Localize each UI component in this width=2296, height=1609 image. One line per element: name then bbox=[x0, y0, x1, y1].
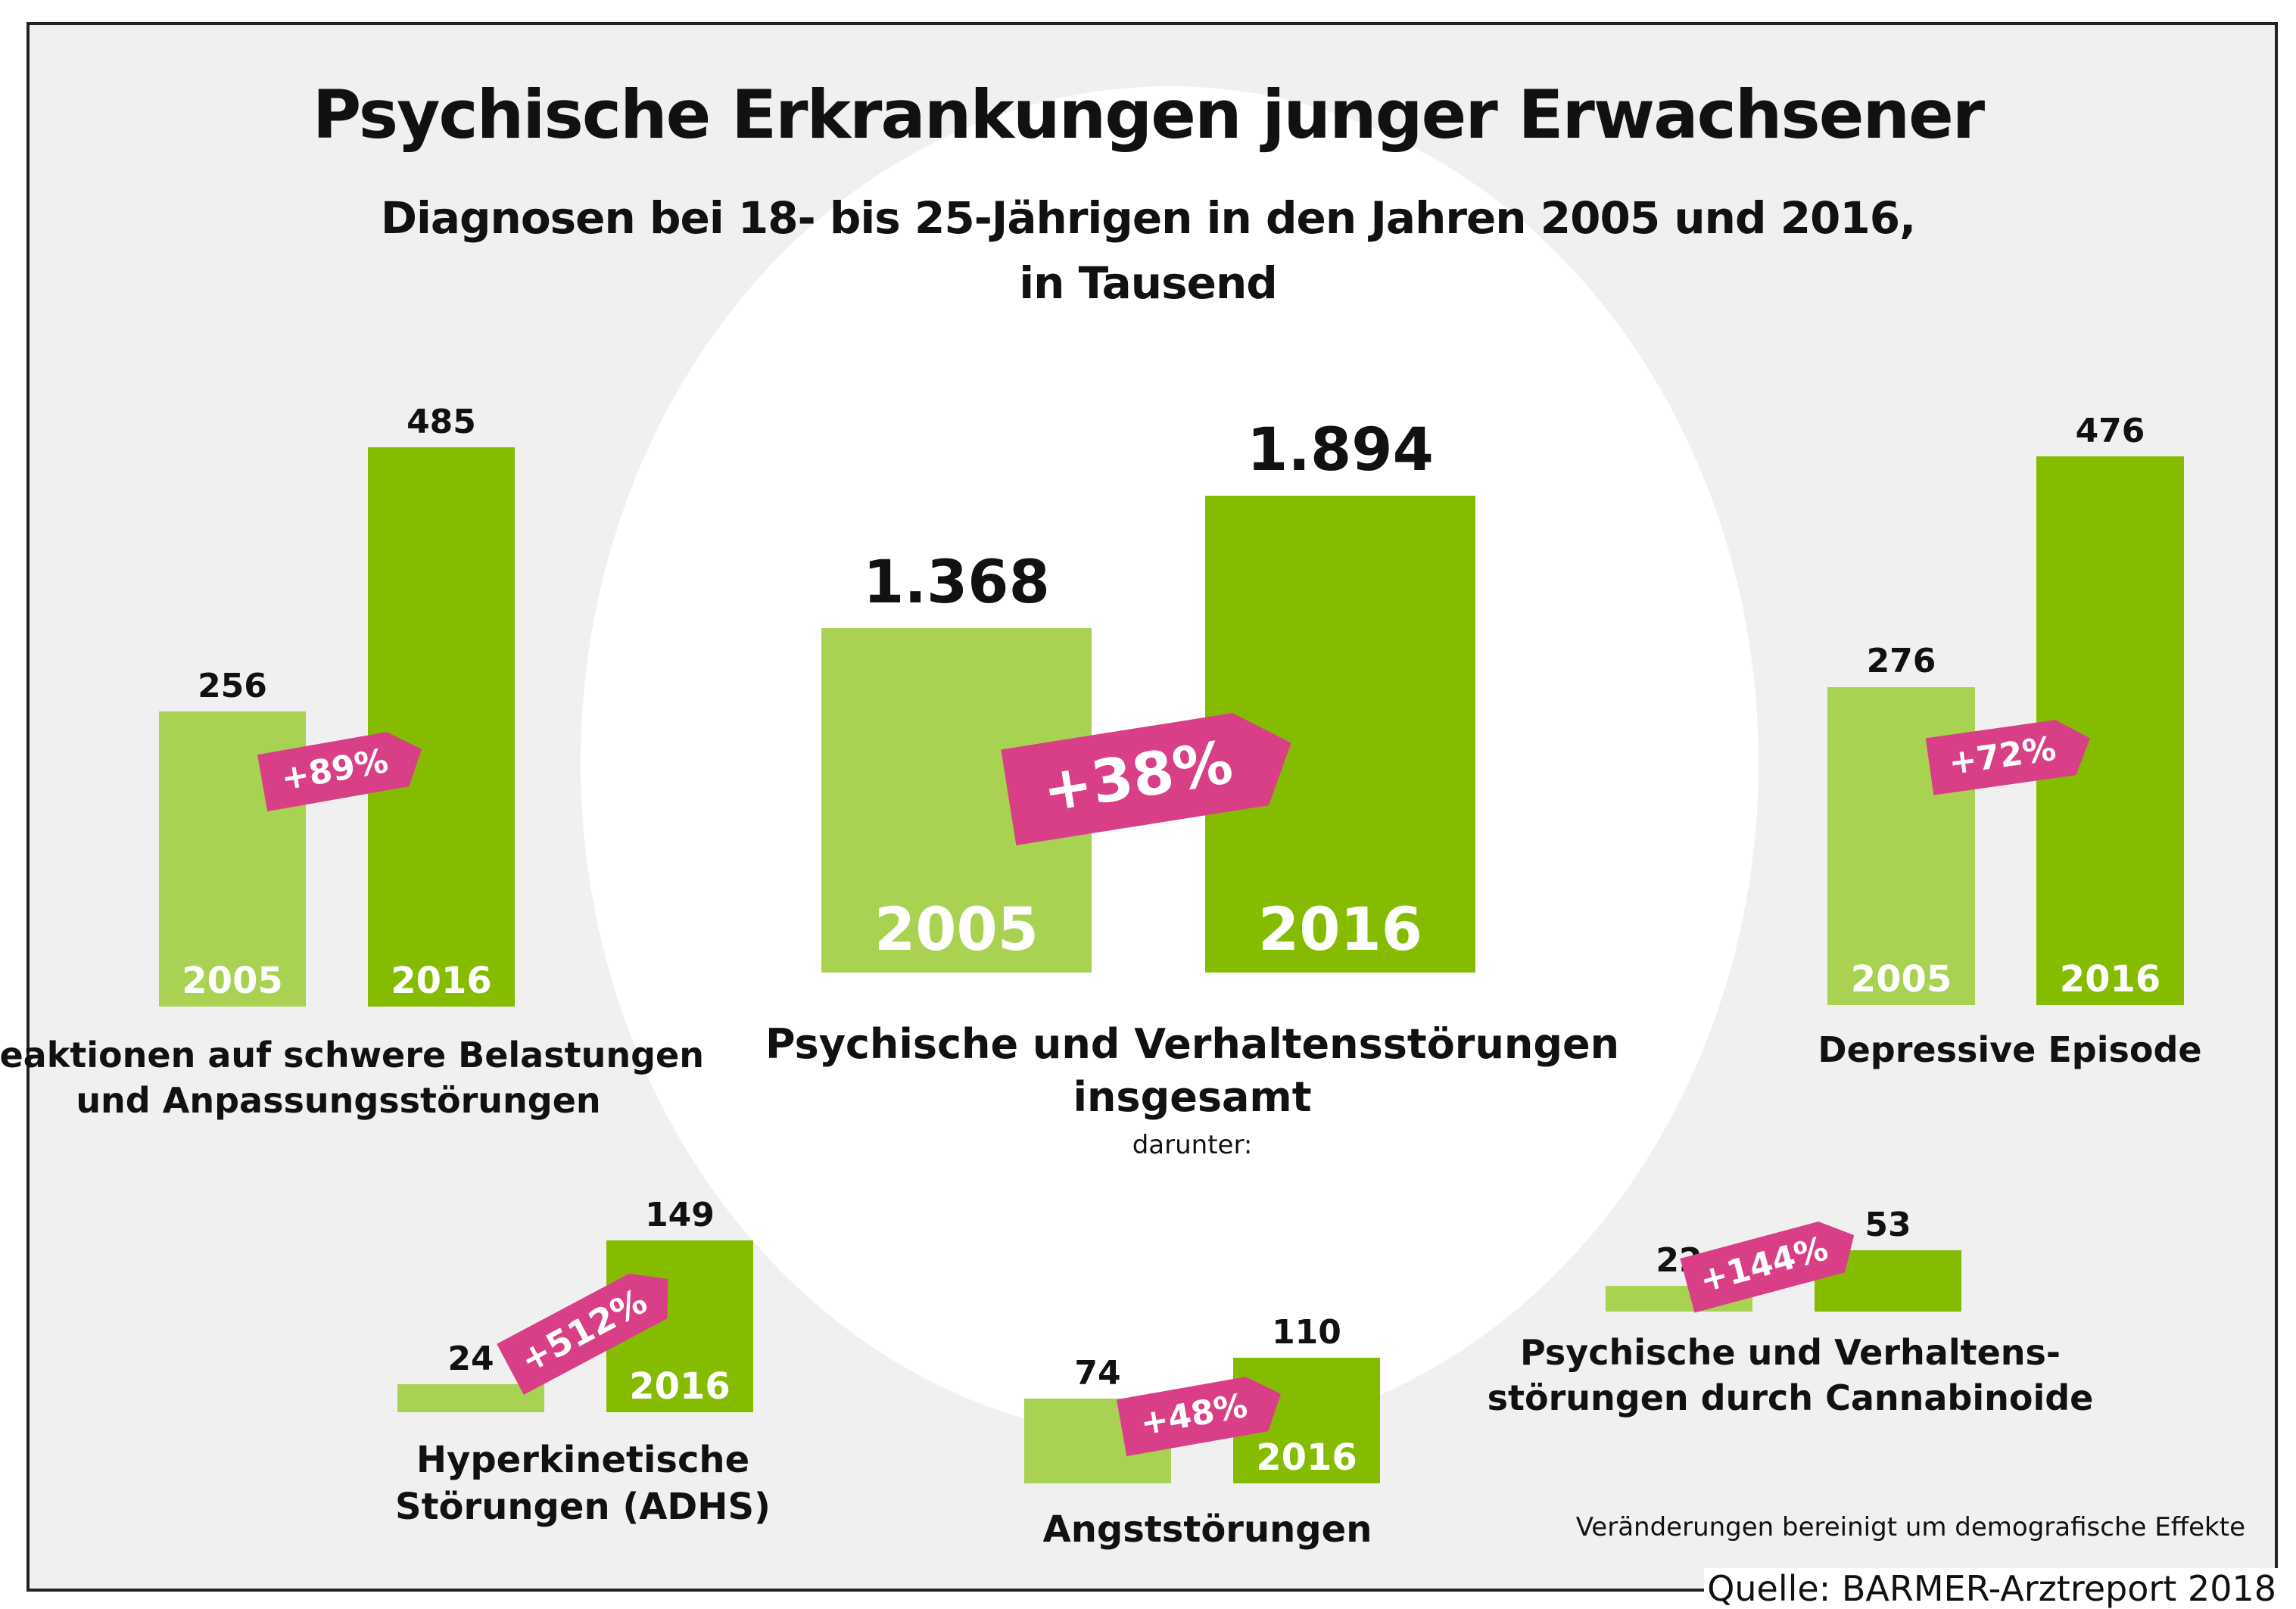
value-label-adhs-2016: 149 bbox=[645, 1195, 715, 1234]
change-tag-angst: +48% bbox=[1117, 1371, 1287, 1457]
value-label-angst-2005: 74 bbox=[1074, 1353, 1121, 1393]
change-tag-depression: +72% bbox=[1925, 715, 2095, 795]
value-label-angst-2016: 110 bbox=[1272, 1312, 1341, 1352]
change-arrow-icon bbox=[1117, 1377, 1282, 1457]
change-tag-shape bbox=[1925, 720, 2090, 795]
value-label-depression-2005: 276 bbox=[1866, 642, 1936, 681]
year-label-belastung-2005: 2005 bbox=[182, 959, 283, 1002]
value-label-cannabis-2016: 53 bbox=[1865, 1205, 1911, 1244]
change-tag-belastung: +89% bbox=[257, 727, 428, 812]
year-label-angst-2016: 2016 bbox=[1256, 1436, 1357, 1479]
category-label-cannabis: Psychische und Verhaltens-störungen durc… bbox=[1488, 1330, 2094, 1421]
bar-belastung-2016 bbox=[368, 447, 515, 1007]
category-label-adhs: Hyperkinetische Störungen (ADHS) bbox=[395, 1436, 771, 1531]
change-tag-shape bbox=[1001, 713, 1291, 845]
category-label-line-1: Angststörungen bbox=[1042, 1508, 1372, 1551]
category-label-line-1: Psychische und Verhaltensstörungen bbox=[765, 1020, 1620, 1068]
value-label-depression-2016: 476 bbox=[2075, 411, 2145, 450]
frame-bottom-line bbox=[26, 1589, 1752, 1592]
change-tag-cannabis: +144% bbox=[1680, 1213, 1862, 1313]
adjustment-note: Veränderungen bereinigt um demografische… bbox=[1575, 1512, 2245, 1542]
year-label-total-2016: 2016 bbox=[1257, 895, 1423, 964]
category-label-line-1: Hyperkinetische bbox=[416, 1439, 750, 1481]
category-label-line-2: insgesamt bbox=[1073, 1073, 1312, 1122]
change-tag-shape bbox=[257, 732, 422, 812]
category-label-line-2: Störungen (ADHS) bbox=[395, 1486, 771, 1529]
category-label-depression: Depressive Episode bbox=[1818, 1028, 2201, 1073]
year-label-total-2005: 2005 bbox=[874, 895, 1039, 964]
value-label-belastung-2016: 485 bbox=[407, 402, 476, 441]
category-label-line-1: Reaktionen auf schwere Belastungen bbox=[0, 1035, 704, 1075]
change-arrow-icon bbox=[497, 1273, 668, 1395]
change-tag-total: +38% bbox=[1001, 705, 1300, 845]
bar-adhs-2005 bbox=[397, 1384, 544, 1412]
category-label-line-2: und Anpassungsstörungen bbox=[76, 1079, 601, 1121]
category-label-belastung: Reaktionen auf schwere Belastungen und An… bbox=[0, 1033, 704, 1124]
change-arrow-icon bbox=[257, 732, 422, 812]
change-tag-adhs: +512% bbox=[497, 1259, 684, 1395]
chart-title: Psychische Erkrankungen junger Erwachsen… bbox=[312, 76, 1985, 154]
change-tag-shape bbox=[1680, 1222, 1855, 1313]
category-label-line-2: störungen durch Cannabinoide bbox=[1487, 1377, 2094, 1418]
category-label-angst: Angststörungen bbox=[1043, 1506, 1372, 1553]
year-label-adhs-2016: 2016 bbox=[629, 1365, 731, 1408]
subtitle-line-1: Diagnosen bei 18- bis 25-Jährigen in den… bbox=[380, 192, 1916, 244]
change-arrow-icon bbox=[1680, 1222, 1855, 1313]
value-label-total-2016: 1.894 bbox=[1247, 415, 1434, 484]
change-tag-shape bbox=[1117, 1377, 1282, 1457]
category-label-line-1: Psychische und Verhaltens- bbox=[1519, 1332, 2061, 1373]
year-label-belastung-2016: 2016 bbox=[391, 959, 492, 1002]
year-label-depression-2005: 2005 bbox=[1850, 957, 1952, 1001]
year-label-depression-2016: 2016 bbox=[2059, 957, 2161, 1001]
value-label-belastung-2005: 256 bbox=[198, 666, 267, 705]
value-label-total-2005: 1.368 bbox=[863, 548, 1050, 617]
source-label: Quelle: BARMER-Arztreport 2018 bbox=[1704, 1568, 2279, 1609]
change-tag-shape bbox=[497, 1273, 668, 1395]
value-label-adhs-2005: 24 bbox=[447, 1340, 494, 1379]
change-arrow-icon bbox=[1925, 720, 2090, 795]
category-sublabel: darunter: bbox=[1132, 1130, 1253, 1161]
chart-subtitle: Diagnosen bei 18- bis 25-Jährigen in den… bbox=[0, 185, 2296, 316]
category-label-line-1: Depressive Episode bbox=[1818, 1029, 2202, 1070]
subtitle-line-2: in Tausend bbox=[1019, 257, 1278, 309]
category-label-total: Psychische und Verhaltensstörungen insges… bbox=[765, 1018, 1619, 1162]
change-arrow-icon bbox=[1001, 713, 1291, 845]
